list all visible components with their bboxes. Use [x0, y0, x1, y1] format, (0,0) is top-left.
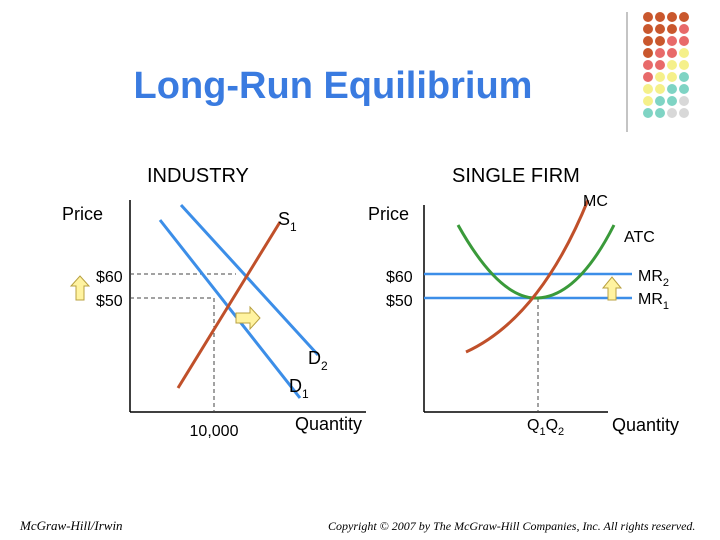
- firm-price-up-arrow: [601, 276, 623, 301]
- decor-dot: [643, 108, 653, 118]
- firm-panel: SINGLE FIRM Price MC ATC MR2 MR1 $60 $50…: [368, 165, 679, 438]
- industry-supply-curve: [176, 221, 282, 389]
- industry-quantity-axis-label: Quantity: [295, 414, 362, 434]
- decor-dot: [643, 36, 653, 46]
- decor-dot: [679, 108, 689, 118]
- decor-dot: [679, 84, 689, 94]
- firm-quantity-labels: Q1Q2: [527, 417, 564, 438]
- decor-dot: [667, 12, 677, 22]
- decor-dot: [679, 12, 689, 22]
- industry-heading: INDUSTRY: [147, 165, 249, 187]
- industry-supply-label: S1: [278, 209, 297, 234]
- firm-mc-label: MC: [583, 193, 608, 210]
- decor-dot: [679, 96, 689, 106]
- firm-atc-label: ATC: [624, 229, 655, 246]
- firm-price-low-label: $50: [386, 293, 413, 310]
- decor-dot: [643, 96, 653, 106]
- decor-dot: [679, 72, 689, 82]
- decor-dot: [679, 48, 689, 58]
- decor-dot: [655, 96, 665, 106]
- decor-dot: [643, 60, 653, 70]
- firm-price-axis-label: Price: [368, 204, 409, 224]
- decor-dot: [679, 24, 689, 34]
- decor-dot: [667, 36, 677, 46]
- industry-quantity-value-label: 10,000: [190, 423, 239, 440]
- decor-dot: [655, 48, 665, 58]
- publisher-label: McGraw-Hill/Irwin: [19, 518, 123, 533]
- slide-title: Long-Run Equilibrium: [134, 65, 533, 107]
- decorative-dot-grid: [643, 12, 689, 118]
- decor-dot: [679, 36, 689, 46]
- industry-price-high-label: $60: [96, 269, 123, 286]
- copyright-notice: Copyright © 2007 by The McGraw-Hill Comp…: [328, 519, 695, 533]
- decor-dot: [643, 84, 653, 94]
- decor-dot: [667, 84, 677, 94]
- decor-dot: [655, 72, 665, 82]
- industry-demand-curve-2: [179, 203, 320, 357]
- decor-dot: [655, 108, 665, 118]
- decor-dot: [667, 96, 677, 106]
- firm-heading: SINGLE FIRM: [452, 165, 580, 187]
- decor-dot: [655, 24, 665, 34]
- decor-dot: [667, 72, 677, 82]
- industry-demand-shift-arrow: [235, 305, 261, 331]
- firm-mr1-label: MR1: [638, 291, 669, 312]
- decor-dot: [667, 48, 677, 58]
- industry-price-low-label: $50: [96, 293, 123, 310]
- firm-mr2-label: MR2: [638, 268, 669, 289]
- industry-price-axis-label: Price: [62, 204, 103, 224]
- firm-atc-curve: [456, 224, 616, 300]
- decor-dot: [679, 60, 689, 70]
- firm-price-high-label: $60: [386, 269, 413, 286]
- decor-dot: [655, 36, 665, 46]
- firm-mc-curve: [465, 199, 590, 354]
- industry-demand2-label: D2: [308, 348, 328, 373]
- decor-dot: [643, 12, 653, 22]
- decor-dot: [667, 60, 677, 70]
- industry-demand1-label: D1: [289, 376, 309, 401]
- industry-panel: INDUSTRY Price S1 D2 D1 $60 $50 10,000 Q…: [62, 165, 366, 440]
- decor-dot: [643, 72, 653, 82]
- decor-dot: [643, 48, 653, 58]
- decor-dot: [667, 108, 677, 118]
- industry-demand-curve-1: [158, 219, 302, 399]
- decor-dot: [667, 24, 677, 34]
- decor-dot: [655, 84, 665, 94]
- decor-dot: [655, 60, 665, 70]
- industry-price-up-arrow: [69, 275, 91, 301]
- decor-dot: [643, 24, 653, 34]
- decor-dot: [655, 12, 665, 22]
- firm-quantity-axis-label: Quantity: [612, 415, 679, 435]
